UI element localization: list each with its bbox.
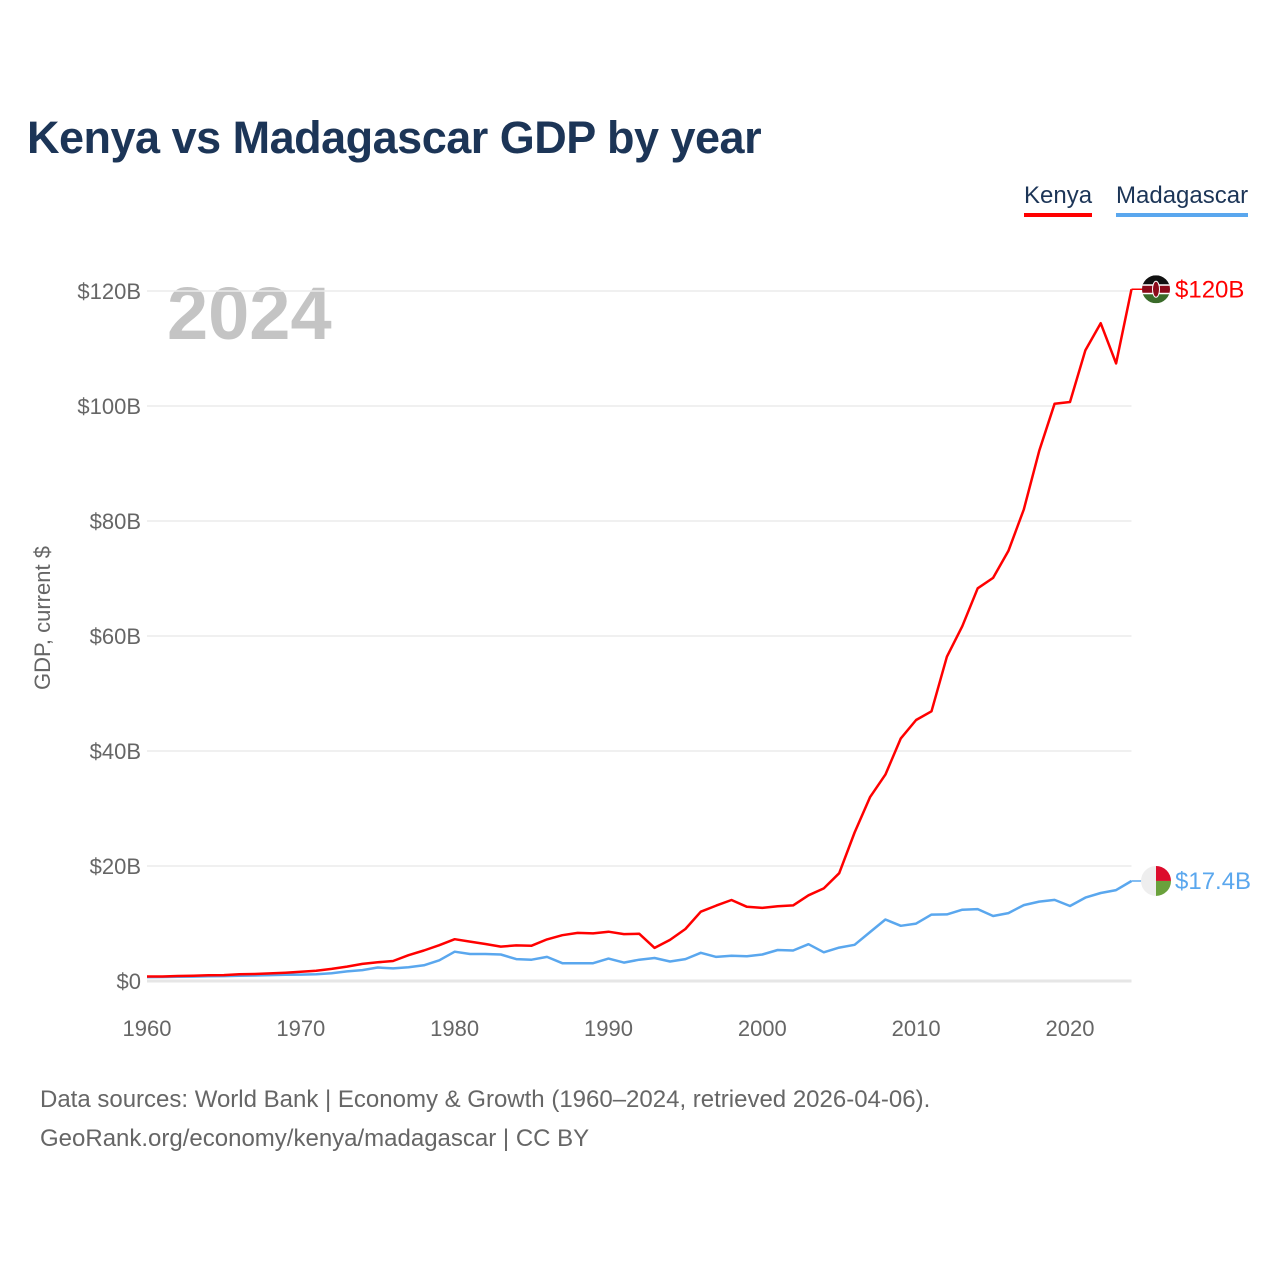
legend-kenya[interactable]: Kenya <box>1024 182 1093 217</box>
y-axis-label: GDP, current $ <box>30 546 55 690</box>
madagascar-flag-icon <box>1141 865 1171 896</box>
x-tick-label: 1960 <box>123 1016 172 1041</box>
year-watermark: 2024 <box>167 272 332 355</box>
series-line-madagascar <box>146 879 1133 979</box>
legend-madagascar[interactable]: Madagascar <box>1116 182 1249 217</box>
y-tick-label: $100B <box>77 394 141 419</box>
x-tick-label: 1990 <box>584 1016 633 1041</box>
footer-link[interactable]: GeoRank.org/economy/kenya/madagascar | C… <box>40 1125 590 1152</box>
x-tick-label: 1980 <box>430 1016 479 1041</box>
x-tick-label: 2000 <box>738 1016 787 1041</box>
footer-sources: Data sources: World Bank | Economy & Gro… <box>40 1086 931 1113</box>
x-tick-label: 1970 <box>276 1016 325 1041</box>
end-label-madagascar: $17.4B <box>1175 868 1251 895</box>
x-tick-label: 2010 <box>892 1016 941 1041</box>
y-tick-label: $40B <box>90 739 141 764</box>
y-tick-label: $80B <box>90 509 141 534</box>
y-tick-label: $0 <box>117 969 141 994</box>
kenya-flag-icon <box>1142 275 1170 304</box>
end-label-kenya: $120B <box>1175 276 1244 303</box>
y-tick-label: $60B <box>90 624 141 649</box>
series-line-kenya <box>147 289 1133 978</box>
x-tick-label: 2020 <box>1045 1016 1094 1041</box>
y-tick-label: $120B <box>77 279 141 304</box>
y-tick-label: $20B <box>90 854 141 879</box>
chart-title: Kenya vs Madagascar GDP by year <box>27 112 762 163</box>
